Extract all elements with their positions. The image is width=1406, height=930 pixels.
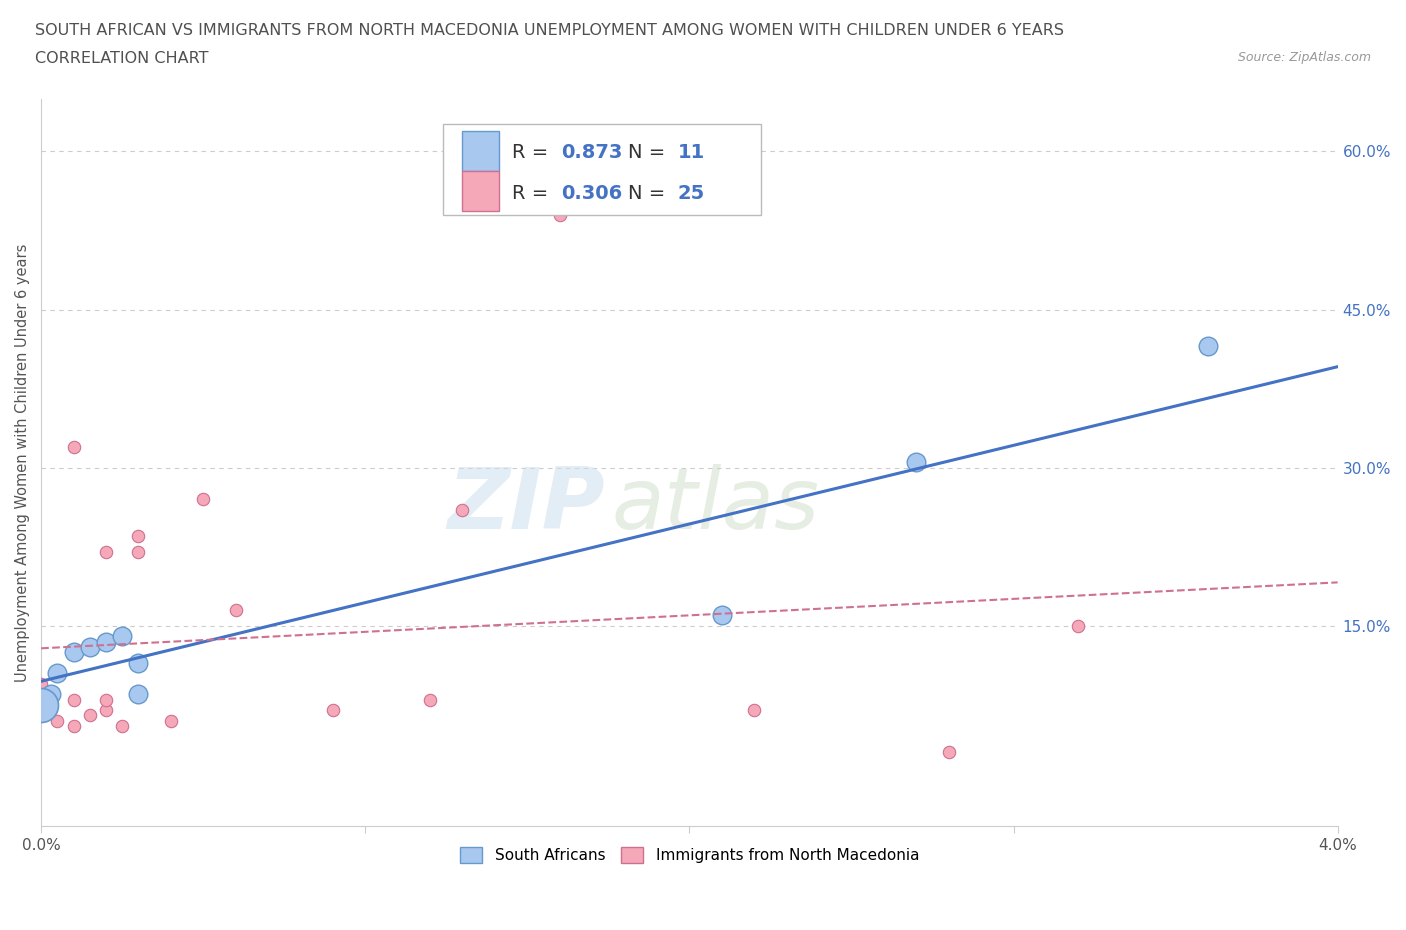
Point (46, 666, 69, 681)
Text: R =: R = (512, 143, 554, 163)
Point (548, 207, 571, 222)
Text: 11: 11 (678, 143, 704, 163)
FancyBboxPatch shape (463, 171, 499, 211)
Legend: South Africans, Immigrants from North Macedonia: South Africans, Immigrants from North Ma… (453, 841, 925, 870)
Text: SOUTH AFRICAN VS IMMIGRANTS FROM NORTH MACEDONIA UNEMPLOYMENT AMONG WOMEN WITH C: SOUTH AFRICAN VS IMMIGRANTS FROM NORTH M… (35, 23, 1064, 38)
Text: CORRELATION CHART: CORRELATION CHART (35, 51, 208, 66)
Point (30, 676, 52, 691)
Point (30, 708, 52, 723)
Text: atlas: atlas (612, 464, 820, 548)
Point (322, 703, 344, 718)
Text: R =: R = (512, 183, 554, 203)
Point (1197, 339, 1219, 353)
Point (62, 719, 84, 734)
Point (742, 703, 765, 718)
Point (62, 644, 84, 659)
Point (39, 687, 62, 702)
Point (62, 692, 84, 707)
Point (111, 629, 134, 644)
Point (127, 687, 149, 702)
Point (30, 687, 52, 702)
FancyBboxPatch shape (463, 131, 499, 171)
Point (94, 544, 117, 559)
Text: 25: 25 (678, 183, 704, 203)
Point (30, 698, 52, 712)
Text: N =: N = (628, 183, 672, 203)
Text: ZIP: ZIP (447, 464, 605, 548)
Point (127, 544, 149, 559)
Y-axis label: Unemployment Among Women with Children Under 6 years: Unemployment Among Women with Children U… (15, 243, 30, 682)
Point (94, 692, 117, 707)
Point (127, 528, 149, 543)
Point (111, 719, 134, 734)
Point (94, 703, 117, 718)
Point (193, 492, 215, 507)
Point (46, 713, 69, 728)
Point (225, 603, 247, 618)
FancyBboxPatch shape (443, 125, 761, 215)
Point (1067, 618, 1090, 633)
Point (79, 640, 101, 655)
Point (94, 634, 117, 649)
Point (905, 455, 928, 470)
Point (30, 698, 52, 712)
Point (451, 502, 474, 517)
Point (127, 656, 149, 671)
Text: Source: ZipAtlas.com: Source: ZipAtlas.com (1237, 51, 1371, 64)
Point (419, 692, 441, 707)
Text: N =: N = (628, 143, 672, 163)
Point (79, 708, 101, 723)
Point (938, 745, 960, 760)
Text: 0.306: 0.306 (561, 183, 623, 203)
Point (159, 713, 181, 728)
Point (710, 608, 733, 623)
Point (62, 439, 84, 454)
Text: 0.873: 0.873 (561, 143, 623, 163)
